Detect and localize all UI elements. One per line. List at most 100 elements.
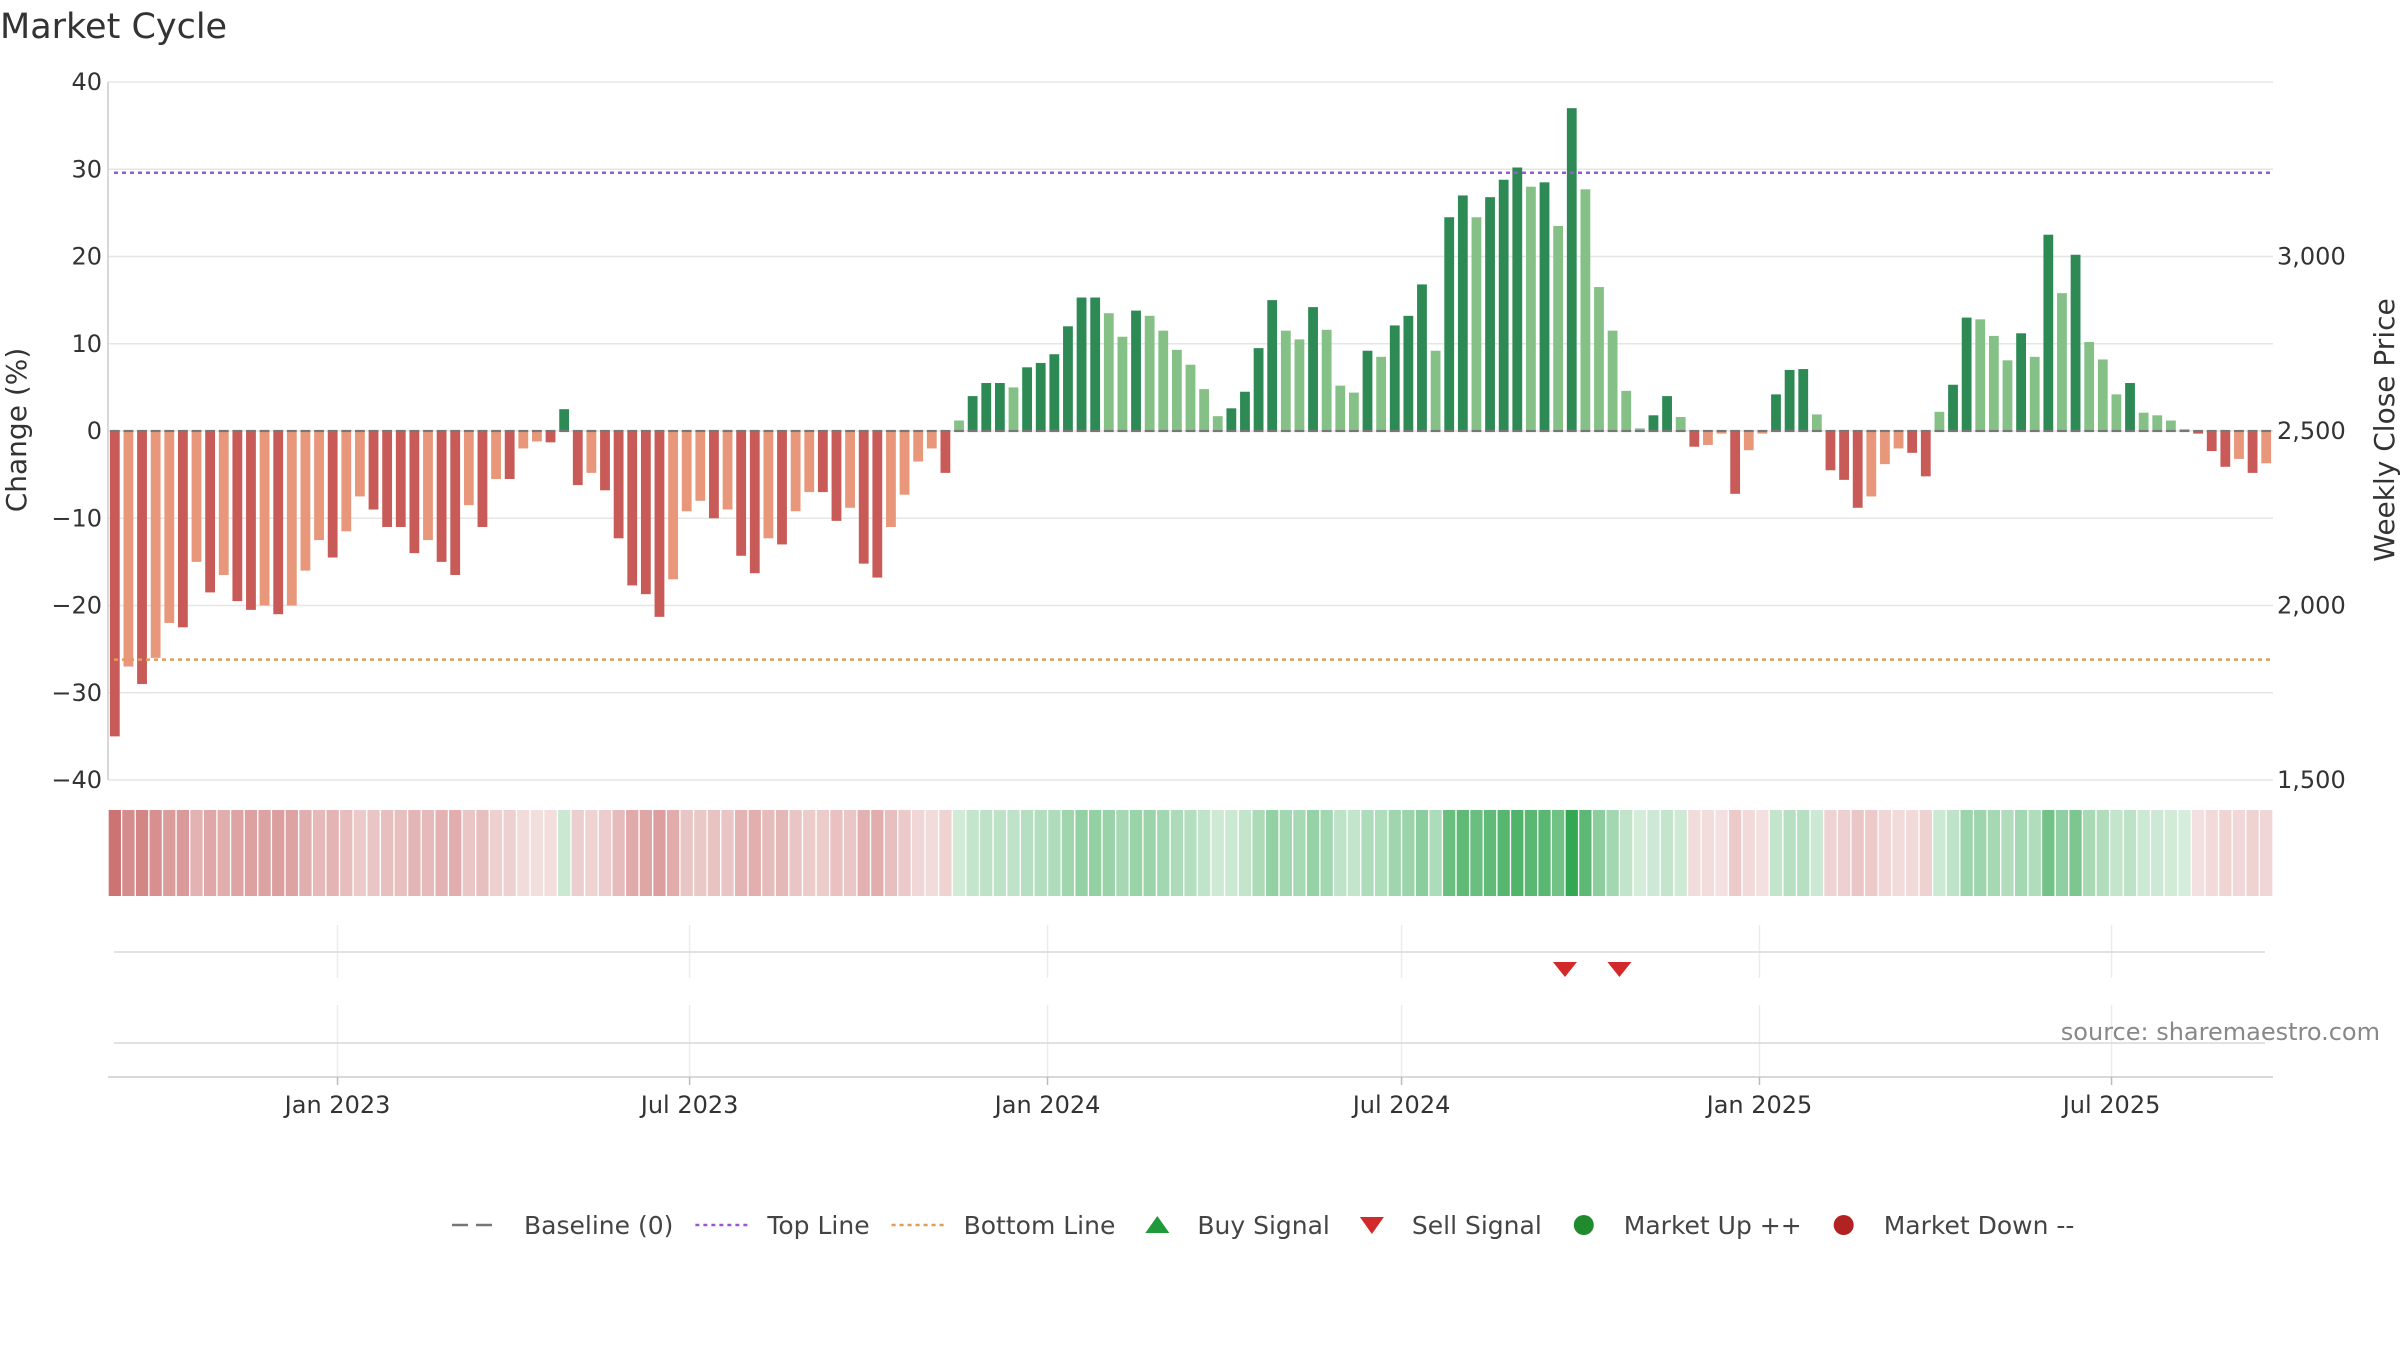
bar [1240, 391, 1250, 431]
legend-label: Bottom Line [964, 1211, 1116, 1240]
heat-cell [2110, 810, 2123, 896]
heat-cell [1933, 810, 1946, 896]
axes: 40 30 20 10 0 −10 −20 −30 −40 3,000 2,500 2,000 1,50… [51, 68, 2345, 1119]
heat-cell [203, 810, 217, 896]
heat-cell [2001, 810, 2014, 896]
heat-cell [884, 810, 898, 896]
heat-cell [680, 810, 693, 896]
buy-signal-icon [1145, 1216, 1170, 1233]
bar [790, 431, 801, 512]
y-tick-label-right: 1,500 [2277, 766, 2346, 794]
bar [2070, 254, 2081, 431]
heat-cell [1211, 810, 1224, 896]
heat-cell [517, 810, 530, 896]
bar [1485, 197, 1495, 431]
legend-item: Top Line [695, 1211, 870, 1240]
heat-cell [1089, 810, 1102, 896]
bar [1430, 350, 1441, 431]
bar [1512, 167, 1523, 431]
heat-cell [2232, 810, 2246, 896]
heat-cell [1688, 810, 1701, 896]
bar [2125, 383, 2135, 431]
heat-cell [816, 810, 829, 896]
y-tick-label-right: 3,000 [2277, 243, 2346, 271]
bar [1498, 179, 1509, 431]
heat-cell [925, 810, 938, 896]
bar [668, 431, 678, 580]
bar [627, 431, 638, 586]
bar [477, 431, 488, 527]
heat-cell [2205, 810, 2218, 896]
bar [1920, 431, 1931, 477]
heat-cell [857, 810, 870, 896]
y-tick-label-left: 30 [71, 155, 102, 183]
heat-cell [1592, 810, 1606, 896]
bar [1008, 387, 1019, 431]
heat-cell [2178, 810, 2191, 896]
y-tick-label-right: 2,500 [2277, 417, 2346, 445]
bar [2152, 415, 2163, 431]
heat-cell [1946, 810, 1960, 896]
bar [1594, 287, 1604, 431]
bar [545, 431, 556, 443]
bar [1348, 392, 1359, 431]
heat-cell [2151, 810, 2164, 896]
legend-label: Market Down -- [1884, 1211, 2075, 1240]
heat-cell [1497, 810, 1510, 896]
bar [1526, 186, 1536, 431]
bar [232, 431, 243, 602]
legend-item: Baseline (0) [452, 1211, 673, 1240]
heat-cell [1837, 810, 1851, 896]
bar [899, 431, 910, 495]
bar [1035, 362, 1046, 431]
bar [967, 396, 978, 431]
heat-cell [1783, 810, 1796, 896]
heat-cell [789, 810, 802, 896]
heat-cell [1660, 810, 1674, 896]
heat-cell [612, 810, 625, 896]
heat-cell [1347, 810, 1361, 896]
bar [2097, 359, 2108, 431]
bar [1934, 411, 1945, 431]
bar [2247, 431, 2258, 473]
y-axis-right-title: Weekly Close Price [2368, 298, 2400, 561]
heat-cell [871, 810, 884, 896]
heat-cell [285, 810, 298, 896]
heat-cell [1443, 810, 1456, 896]
heat-cell [1565, 810, 1578, 896]
heat-cell [503, 810, 516, 896]
heat-cell [1388, 810, 1401, 896]
heat-cell [1483, 810, 1497, 896]
bar [749, 431, 760, 574]
bar [654, 431, 665, 617]
bar [1675, 417, 1686, 431]
signal-panels [114, 951, 2265, 1044]
market-up-icon [1573, 1215, 1594, 1235]
heat-cell [1878, 810, 1892, 896]
bar [123, 431, 134, 667]
legend-item: Buy Signal [1145, 1211, 1330, 1240]
y-tick-label-left: 20 [71, 243, 102, 271]
heat-cell [1552, 810, 1565, 896]
bar [1417, 284, 1427, 431]
heat-cell [176, 810, 190, 896]
heat-cell [1361, 810, 1374, 896]
y-tick-label-left: 10 [71, 330, 102, 358]
bar [1961, 317, 1972, 431]
bar [1171, 349, 1182, 431]
heat-cell [1865, 810, 1878, 896]
heat-cell [830, 810, 843, 896]
bar [1294, 339, 1305, 431]
bar [1117, 336, 1128, 431]
bar [1049, 354, 1060, 431]
heat-cell [312, 810, 326, 896]
bar [1689, 431, 1700, 447]
bar [2165, 420, 2176, 431]
bar [1743, 431, 1754, 451]
bar [1798, 369, 1809, 431]
bar [1376, 356, 1387, 431]
bar [205, 431, 216, 593]
bar [382, 431, 393, 527]
y-tick-label-left: −10 [51, 504, 102, 532]
y-tick-label-left: 40 [71, 68, 102, 96]
